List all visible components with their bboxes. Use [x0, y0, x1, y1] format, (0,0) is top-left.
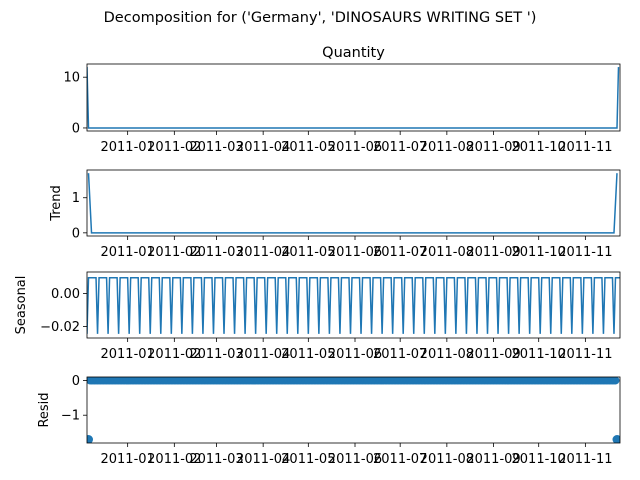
y-axis-label: Seasonal: [14, 276, 29, 335]
x-tick-label: 2011-08: [420, 140, 474, 155]
y-tick-label: −1: [61, 409, 80, 424]
x-tick-label: 2011-03: [189, 452, 243, 467]
y-tick-label: 0: [72, 226, 80, 241]
x-tick-label: 2011-11: [558, 140, 612, 155]
x-tick-label: 2011-09: [466, 347, 520, 362]
x-tick-label: 2011-06: [328, 347, 382, 362]
x-tick-label: 2011-11: [558, 245, 612, 260]
x-tick-label: 2011-09: [466, 245, 520, 260]
x-tick-label: 2011-08: [420, 452, 474, 467]
axes-frame: [86, 271, 621, 339]
y-tick-label: 10: [63, 71, 80, 86]
x-tick-label: 2011-09: [466, 140, 520, 155]
series-line: [87, 173, 618, 234]
x-tick-label: 2011-01: [100, 452, 154, 467]
x-tick-label: 2011-05: [281, 347, 335, 362]
x-tick-label: 2011-05: [281, 140, 335, 155]
seasonal-line: [87, 277, 620, 334]
x-tick-label: 2011-10: [512, 452, 566, 467]
plot-area: [87, 67, 620, 129]
x-tick-label: 2011-10: [512, 245, 566, 260]
panel-4: 0−12011-012011-022011-032011-042011-0520…: [37, 374, 621, 467]
figure-suptitle: Decomposition for ('Germany', 'DINOSAURS…: [104, 10, 537, 26]
x-tick-label: 2011-06: [328, 140, 382, 155]
x-tick-label: 2011-07: [373, 347, 427, 362]
plot-area: [87, 377, 620, 443]
plot-area: [87, 277, 620, 334]
x-tick-label: 2011-06: [328, 245, 382, 260]
axes-frame: [86, 63, 621, 132]
x-tick-label: 2011-06: [328, 452, 382, 467]
y-axis-label: Trend: [49, 185, 64, 222]
x-tick-label: 2011-08: [420, 347, 474, 362]
panel-2: 012011-012011-022011-032011-042011-05201…: [49, 169, 621, 260]
x-tick-label: 2011-10: [512, 347, 566, 362]
resid-outlier-point: [612, 435, 620, 443]
x-tick-label: 2011-11: [558, 347, 612, 362]
x-tick-label: 2011-01: [100, 347, 154, 362]
y-tick-label: 1: [72, 191, 80, 206]
y-tick-label: 0: [72, 374, 80, 389]
x-tick-label: 2011-02: [147, 245, 201, 260]
panel-title: Quantity: [322, 45, 385, 61]
x-tick-label: 2011-03: [189, 140, 243, 155]
y-tick-label: 0: [72, 121, 80, 136]
x-tick-label: 2011-02: [147, 347, 201, 362]
x-tick-label: 2011-07: [373, 452, 427, 467]
x-tick-label: 2011-03: [189, 347, 243, 362]
panel-3: 0.00−0.022011-012011-022011-032011-04201…: [14, 271, 621, 362]
y-axis-label: Resid: [37, 392, 52, 427]
resid-point: [611, 377, 620, 385]
y-tick-label: −0.02: [40, 320, 80, 335]
resid-outlier-point: [87, 435, 94, 443]
plot-area: [87, 173, 618, 234]
x-tick-label: 2011-07: [373, 140, 427, 155]
axes-frame: [86, 376, 621, 444]
x-tick-label: 2011-10: [512, 140, 566, 155]
x-tick-label: 2011-04: [236, 347, 290, 362]
x-tick-label: 2011-04: [236, 140, 290, 155]
x-tick-label: 2011-11: [558, 452, 612, 467]
x-tick-label: 2011-04: [236, 452, 290, 467]
x-tick-label: 2011-05: [281, 452, 335, 467]
y-tick-label: 0.00: [51, 287, 80, 302]
x-tick-label: 2011-07: [373, 245, 427, 260]
x-tick-label: 2011-02: [147, 452, 201, 467]
x-tick-label: 2011-03: [189, 245, 243, 260]
panel-1: 0102011-012011-022011-032011-042011-0520…: [63, 45, 621, 155]
x-tick-label: 2011-02: [147, 140, 201, 155]
x-tick-label: 2011-01: [100, 245, 154, 260]
x-tick-label: 2011-05: [281, 245, 335, 260]
x-tick-label: 2011-01: [100, 140, 154, 155]
x-tick-label: 2011-08: [420, 245, 474, 260]
series-line: [87, 67, 620, 129]
x-tick-label: 2011-09: [466, 452, 520, 467]
x-tick-label: 2011-04: [236, 245, 290, 260]
axes-frame: [86, 169, 621, 237]
